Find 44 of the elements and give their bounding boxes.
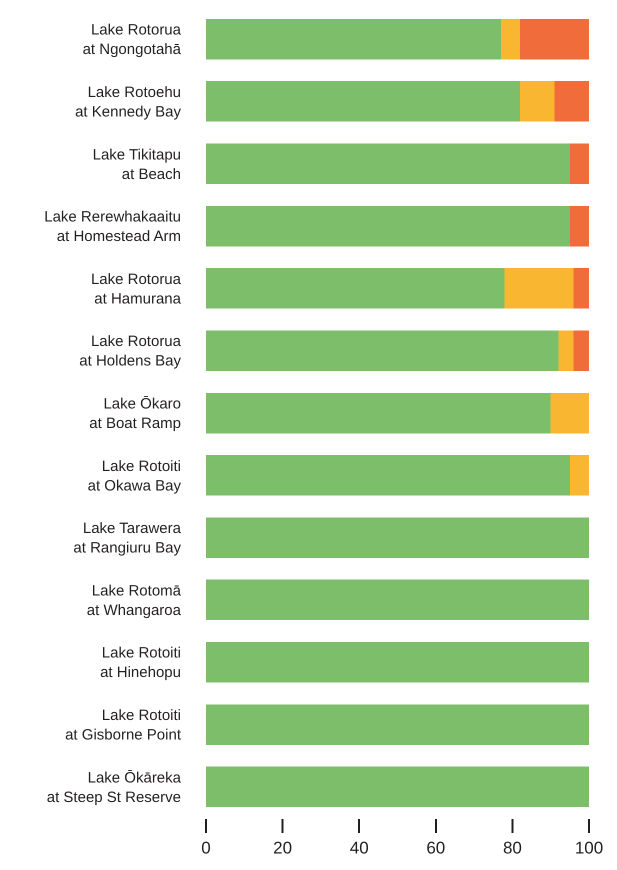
y-tick-label: Lake Ōkaro at Boat Ramp bbox=[89, 396, 181, 432]
bar bbox=[206, 704, 589, 745]
x-tick-label: 60 bbox=[426, 838, 446, 858]
bar bbox=[206, 766, 589, 808]
y-tick-label: Lake Rotomā at Whangaroa bbox=[86, 582, 182, 619]
y-tick-label: Lake Ōkāreka at Steep St Reserve bbox=[46, 769, 182, 806]
bar bbox=[550, 392, 589, 434]
bar bbox=[504, 268, 574, 309]
y-tick-label: Lake Rotoiti at Hinehopu bbox=[100, 644, 181, 682]
bar bbox=[206, 144, 570, 184]
y-tick-label: Lake Rotorua at Hamurana bbox=[90, 270, 182, 308]
bar bbox=[574, 330, 589, 371]
bar bbox=[206, 18, 501, 60]
y-tick-label: Lake Rerewhakaaitu at Homestead Arm bbox=[44, 208, 181, 246]
y-tick-label: Lake Rotorua at Ngongotahā bbox=[82, 22, 182, 58]
bar bbox=[206, 517, 589, 558]
y-tick-label: Lake Tikitapu at Beach bbox=[92, 146, 181, 183]
bar bbox=[206, 206, 570, 246]
x-tick-label: 80 bbox=[502, 838, 522, 858]
bar bbox=[206, 392, 551, 434]
x-tick-label: 20 bbox=[273, 838, 292, 858]
bar bbox=[554, 81, 589, 122]
bar bbox=[206, 455, 570, 496]
y-tick-label: Lake Tarawera at Rangiuru Bay bbox=[73, 520, 182, 557]
bar bbox=[520, 81, 555, 122]
y-tick-label: Lake Rotoehu at Kennedy Bay bbox=[75, 84, 182, 120]
bar bbox=[206, 268, 505, 309]
bar bbox=[206, 580, 589, 620]
bar bbox=[558, 330, 574, 371]
x-tick-label: 100 bbox=[574, 838, 604, 858]
bar bbox=[500, 18, 520, 60]
bar bbox=[570, 144, 589, 184]
x-tick-label: 40 bbox=[350, 838, 369, 858]
bar bbox=[570, 455, 589, 496]
bar bbox=[574, 268, 589, 309]
bar bbox=[206, 330, 558, 371]
y-tick-label: Lake Rotoiti at Gisborne Point bbox=[65, 707, 182, 744]
bar bbox=[206, 642, 589, 682]
bar bbox=[520, 18, 589, 60]
y-tick-label: Lake Rotoiti at Okawa Bay bbox=[88, 458, 182, 494]
bar bbox=[570, 206, 589, 246]
bar bbox=[206, 81, 520, 122]
y-tick-label: Lake Rotorua at Holdens Bay bbox=[79, 333, 182, 370]
x-tick-label: 0 bbox=[201, 838, 211, 858]
